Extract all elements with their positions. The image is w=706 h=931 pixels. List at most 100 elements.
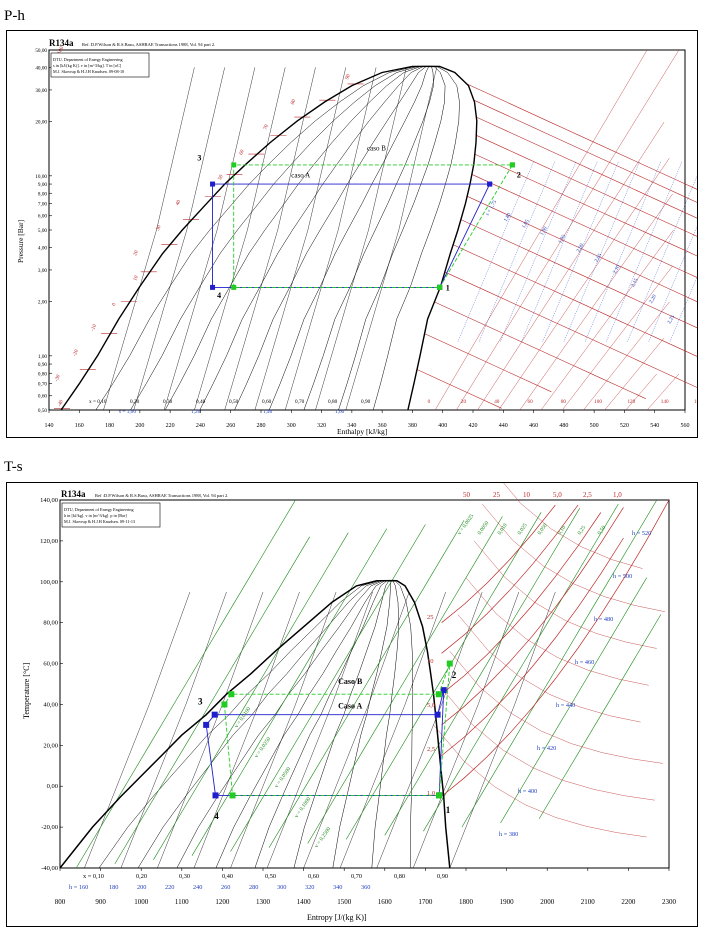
ph-header-line-3: M.J. Skovrup & H.J.H Knudsen. 09-08-10 <box>53 69 124 74</box>
ph-vapour-isotherm-label: 120 <box>627 399 635 405</box>
ph-y-tick-label: 10,00 <box>35 174 47 180</box>
ph-y-tick-label: 8,00 <box>38 191 47 197</box>
ts-state-3-label: 3 <box>198 696 203 706</box>
ph-isotherm <box>471 174 706 282</box>
ts-state-4-label: 4 <box>214 811 219 821</box>
ts-enthalpy-label: 200 <box>137 884 146 891</box>
ts-isochore-line <box>423 503 619 832</box>
ph-y-tick-label: 6,00 <box>38 214 47 220</box>
ts-enthalpy-label: 260 <box>221 884 230 891</box>
ts-y-tick-label: 0,00 <box>47 783 58 790</box>
ph-isentrope-label: 2,10 <box>612 264 622 275</box>
ts-isenthalp-line <box>376 591 483 869</box>
ph-grid <box>48 49 686 413</box>
ts-enthalpy-label: 280 <box>249 884 258 891</box>
ph-quality-label: 0,50 <box>229 399 239 405</box>
ts-quality-label: 0,60 <box>308 873 319 880</box>
ts-quality-label: 0,90 <box>437 873 448 880</box>
ph-quality-label: 0,40 <box>196 399 206 405</box>
ts-x-tick-label: 1600 <box>378 898 393 906</box>
ph-superheat-line <box>540 229 674 411</box>
ph-isotherm <box>424 333 552 393</box>
ts-header-box <box>61 502 161 528</box>
ph-curve-labels: x = 0,10 0,20 0,30 0,40 0,50 0,60 0,70 0,80 0,90… <box>53 45 702 415</box>
ph-isotherm-label: 20 <box>132 249 140 257</box>
ts-quality-label: 0,50 <box>265 873 276 880</box>
ph-x-tick-label: 320 <box>317 423 326 429</box>
ph-liquid-isentrope <box>224 67 316 411</box>
ph-state-point <box>231 284 237 290</box>
ts-enthalpy-iso-label: h = 440 <box>556 702 575 709</box>
ph-subtitle: Ref. D.P.Wilson & R.S.Basu, ASHRAE Trans… <box>82 42 215 48</box>
ph-tick-labels: 140 160 180 200 220 240 260 280 300 320 340 360 380 4… <box>35 48 689 429</box>
ph-liquid-isentrope <box>133 67 225 411</box>
ph-cycles <box>210 162 515 290</box>
ph-isotherm <box>466 83 706 194</box>
ph-superheat-line <box>477 121 665 411</box>
ts-y-tick-label: 140,00 <box>40 497 58 504</box>
ts-enthalpy-iso-label: h = 460 <box>575 659 594 666</box>
ts-isobar-inner-label: 1,0 <box>427 790 435 797</box>
ph-liquid-isentrope <box>285 67 377 411</box>
ph-state-point <box>487 181 493 187</box>
ts-xlabel: Entropy [J/(kg K)] <box>307 913 367 922</box>
ts-isobar-line <box>441 504 556 623</box>
ph-isotherm-label: -10 <box>90 323 99 332</box>
ph-isotherm-label: 60 <box>238 148 246 156</box>
ts-isobar-line <box>441 499 670 797</box>
ts-isenthalp-arc <box>457 614 641 723</box>
ts-enthalpy-label: 320 <box>305 884 314 891</box>
ts-isochore-line <box>75 499 296 869</box>
ph-x-tick-label: 560 <box>681 423 690 429</box>
ts-isobar-line <box>441 537 624 756</box>
ph-x-tick-label: 440 <box>499 423 508 429</box>
ph-state-point <box>437 284 443 290</box>
ph-isentrope-label: 1,80 <box>503 212 513 223</box>
ts-isochore-line <box>153 532 349 860</box>
ts-isobar-line <box>441 507 624 726</box>
ph-superheat-line <box>498 157 670 411</box>
ts-isenthalp-arc <box>490 467 643 569</box>
ts-x-tick-label: 2000 <box>540 898 555 906</box>
ts-isobar-line <box>441 512 602 695</box>
ts-y-tick-label: 80,00 <box>43 620 58 627</box>
ph-isentrope-label: 2,05 <box>594 252 604 263</box>
ts-isenthalp-arc <box>449 651 663 764</box>
ts-isochore-line <box>307 516 503 844</box>
ph-vapour-isentrope <box>627 161 704 342</box>
ph-superheat-line <box>646 373 680 411</box>
ph-x-tick-label: 300 <box>287 423 296 429</box>
ts-state-point <box>436 792 443 799</box>
ph-isotherm-label: 90 <box>344 73 352 81</box>
ph-isentrope-label: 2,15 <box>630 277 640 288</box>
ts-isenthalp-arc <box>473 540 657 649</box>
ph-vapour-isentrope <box>478 161 555 342</box>
ts-isobar-top-label: 2,5 <box>583 491 592 499</box>
ph-superheat-line <box>434 49 648 411</box>
ts-x-tick-label: 1400 <box>297 898 312 906</box>
ts-isochore-label: 0,10 <box>557 525 568 537</box>
ts-state-point <box>203 721 210 728</box>
ph-vapour-isentrope <box>669 255 706 342</box>
ph-x-tick-label: 220 <box>166 423 175 429</box>
ph-vapour-isentrope <box>648 204 706 342</box>
ts-state-point <box>440 687 447 694</box>
ph-x-tick-label: 480 <box>559 423 568 429</box>
ts-chart-frame: 800 900 1000 1100 1200 1300 1400 1500 1600 1700 18… <box>6 467 698 927</box>
ts-header-line-2: h in [kJ/kg]. v in [m^3/kg]. p in [Bar] <box>64 513 127 518</box>
ph-caso-a-label: caso A <box>291 171 310 179</box>
ts-isochore-line <box>538 614 662 820</box>
ts-cycles <box>203 660 453 799</box>
ph-state-point <box>509 162 515 168</box>
ph-isentrope-label: 2,25 <box>666 314 676 325</box>
ph-liquid-isentrope <box>345 67 437 411</box>
ts-state-point <box>221 701 228 708</box>
ts-isenthalp-arc <box>433 724 647 838</box>
ts-y-tick-label: 20,00 <box>43 742 58 749</box>
ph-title: R134a <box>49 38 74 48</box>
ph-isotherm-label: 80 <box>290 98 298 106</box>
ts-isochore-line <box>191 528 388 856</box>
ts-enthalpy-label: 220 <box>165 884 174 891</box>
ph-superheat-line <box>519 193 673 411</box>
ph-vapour-isentrope <box>563 161 640 342</box>
